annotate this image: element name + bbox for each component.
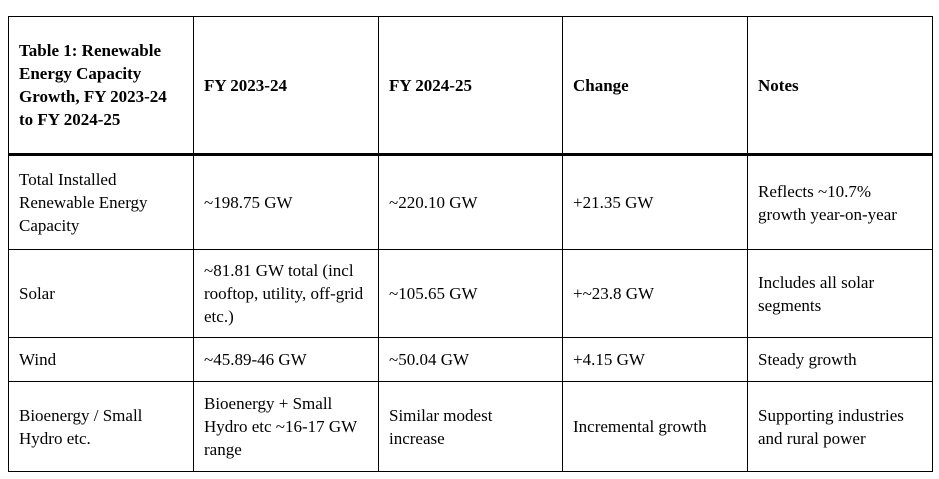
change-cell: Incremental growth	[562, 381, 748, 472]
header-notes: Notes	[747, 16, 933, 156]
category-cell: Total Installed Renewable Energy Capacit…	[8, 154, 194, 250]
fy-2023-24-cell: ~198.75 GW	[193, 154, 379, 250]
change-cell: +21.35 GW	[562, 154, 748, 250]
table-body: Total Installed Renewable Energy Capacit…	[8, 154, 933, 472]
fy-2023-24-cell: ~45.89-46 GW	[193, 337, 379, 382]
header-fy-2023-24: FY 2023-24	[193, 16, 379, 156]
header-change: Change	[562, 16, 748, 156]
category-cell: Bioenergy / Small Hydro etc.	[8, 381, 194, 472]
fy-2023-24-cell: Bioenergy + Small Hydro etc ~16-17 GW ra…	[193, 381, 379, 472]
header-row: Table 1: Renewable Energy Capacity Growt…	[8, 16, 933, 156]
table-caption-cell: Table 1: Renewable Energy Capacity Growt…	[8, 16, 194, 156]
category-cell: Wind	[8, 337, 194, 382]
change-cell: +~23.8 GW	[562, 249, 748, 338]
notes-cell: Steady growth	[747, 337, 933, 382]
fy-2024-25-cell: Similar modest increase	[378, 381, 563, 472]
notes-cell: Includes all solar segments	[747, 249, 933, 338]
table-row: Wind ~45.89-46 GW ~50.04 GW +4.15 GW Ste…	[8, 337, 933, 382]
category-cell: Solar	[8, 249, 194, 338]
table-row: Solar ~81.81 GW total (incl rooftop, uti…	[8, 249, 933, 338]
table-row: Bioenergy / Small Hydro etc. Bioenergy +…	[8, 381, 933, 472]
change-cell: +4.15 GW	[562, 337, 748, 382]
table-header: Table 1: Renewable Energy Capacity Growt…	[8, 16, 933, 156]
fy-2024-25-cell: ~220.10 GW	[378, 154, 563, 250]
notes-cell: Reflects ~10.7% growth year-on-year	[747, 154, 933, 250]
header-fy-2024-25: FY 2024-25	[378, 16, 563, 156]
fy-2024-25-cell: ~50.04 GW	[378, 337, 563, 382]
fy-2024-25-cell: ~105.65 GW	[378, 249, 563, 338]
notes-cell: Supporting industries and rural power	[747, 381, 933, 472]
fy-2023-24-cell: ~81.81 GW total (incl rooftop, utility, …	[193, 249, 379, 338]
table-row: Total Installed Renewable Energy Capacit…	[8, 154, 933, 250]
capacity-table: Table 1: Renewable Energy Capacity Growt…	[8, 16, 933, 472]
